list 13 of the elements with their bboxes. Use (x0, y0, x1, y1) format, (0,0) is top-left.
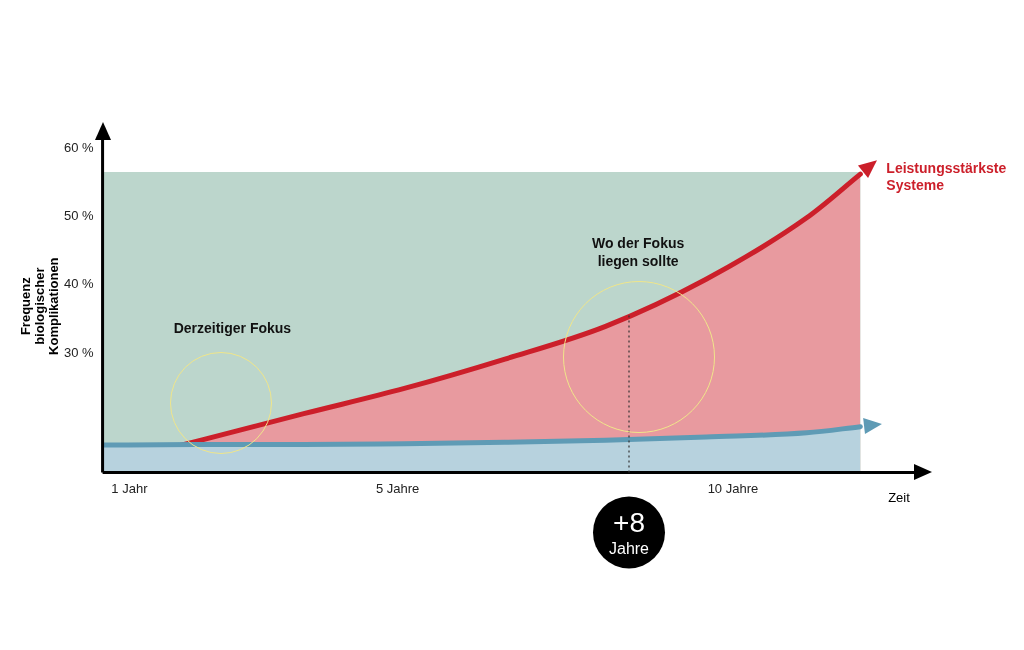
y-tick-label: 60 % (63, 139, 95, 155)
x-tick-label: 1 Jahr (111, 480, 149, 496)
x-tick-label: 10 Jahre (707, 480, 759, 496)
y-tick-label: 40 % (63, 276, 95, 292)
x-axis-title: Zeit (888, 490, 911, 506)
annotation: Derzeitiger Fokus (173, 320, 292, 337)
legend-label: Leistungsstärkste Systeme (886, 159, 1007, 193)
annotation: Wo der Fokus liegen sollte (591, 234, 685, 269)
x-tick-label: 5 Jahre (375, 480, 420, 496)
ref-line-label: +8 Jahre (608, 507, 650, 557)
y-tick-label: 50 % (63, 208, 95, 224)
y-axis-title: Frequenz biologischer Komplikationen (18, 257, 61, 355)
y-tick-label: 30 % (63, 344, 95, 360)
